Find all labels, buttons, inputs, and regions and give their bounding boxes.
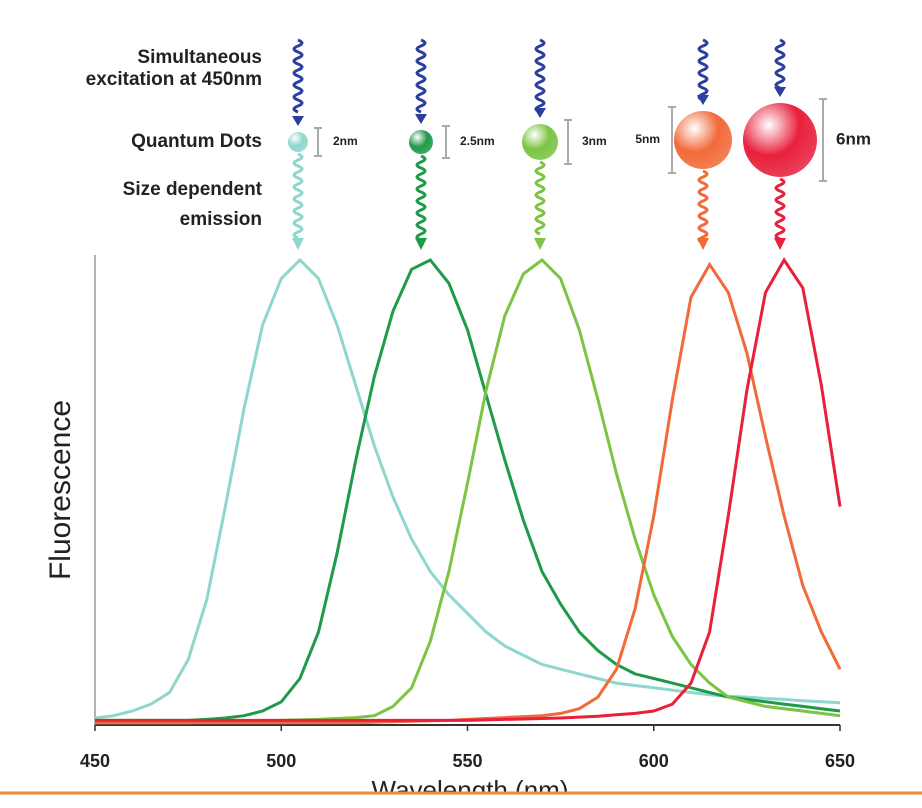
emission-wave	[534, 160, 546, 236]
emission-arrowhead	[774, 238, 786, 250]
annotation: Size dependent	[123, 179, 263, 200]
excitation-wave	[697, 38, 709, 102]
x-tick-label: 600	[639, 751, 669, 771]
emission-wave	[774, 177, 786, 241]
size-label: 3nm	[582, 134, 607, 148]
emission-wave	[292, 152, 304, 240]
emission-arrowhead	[415, 238, 427, 250]
excitation-wave	[415, 38, 427, 114]
excitation-arrowhead	[292, 116, 304, 126]
emission-wave	[697, 169, 709, 245]
quantum-dot	[409, 130, 433, 154]
x-tick-label: 650	[825, 751, 855, 771]
size-label: 2nm	[333, 134, 358, 148]
x-tick-label: 500	[266, 751, 296, 771]
quantum-dot	[288, 132, 308, 152]
y-axis-label: Fluorescence	[44, 400, 77, 580]
x-tick-label: 450	[80, 751, 110, 771]
excitation-arrowhead	[697, 95, 709, 105]
emission-wave	[415, 154, 427, 242]
annotation: emission	[180, 209, 262, 230]
annotation: Quantum Dots	[131, 131, 262, 152]
size-bracket	[668, 106, 676, 174]
line-series	[95, 257, 842, 722]
size-bracket	[564, 119, 572, 165]
quantum-dot	[674, 111, 732, 169]
excitation-arrowhead	[415, 114, 427, 124]
bottom-bar	[0, 793, 922, 808]
emission-arrowhead	[534, 238, 546, 250]
size-bracket	[314, 127, 322, 157]
size-label: 2.5nm	[460, 134, 495, 148]
x-tick-label: 550	[452, 751, 482, 771]
size-bracket	[442, 125, 450, 159]
excitation-wave	[292, 38, 304, 114]
excitation-wave	[774, 38, 786, 90]
size-label: 6nm	[836, 129, 871, 148]
emission-arrowhead	[697, 238, 709, 250]
size-label: 5nm	[635, 132, 660, 146]
annotation: Simultaneous	[137, 47, 262, 68]
excitation-arrowhead	[534, 108, 546, 118]
excitation-wave	[534, 38, 546, 114]
quantum-dot	[743, 103, 817, 177]
excitation-arrowhead	[774, 87, 786, 97]
line-series	[95, 258, 841, 722]
annotation: excitation at 450nm	[86, 69, 262, 90]
quantum-dot	[522, 124, 558, 160]
size-bracket	[819, 98, 827, 182]
emission-arrowhead	[292, 238, 304, 250]
